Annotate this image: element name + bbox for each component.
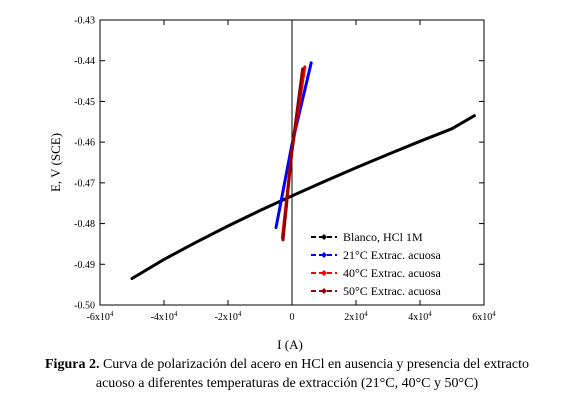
series-line-3 <box>281 67 305 242</box>
y-tick-label: -0.46 <box>74 138 95 149</box>
x-tick-label: 0 <box>290 312 295 323</box>
caption-prefix: Figura 2. <box>45 357 100 372</box>
caption-line-1: Figura 2. Curva de polarización del acer… <box>0 355 574 374</box>
legend-marker-0 <box>321 234 327 240</box>
x-tick-label: -4x104 <box>151 310 178 323</box>
x-tick-label: 4x104 <box>408 310 432 323</box>
legend-label-2: 40°C Extrac. acuosa <box>343 266 441 280</box>
series-line-0 <box>130 114 476 280</box>
x-axis-label: I (A) <box>277 337 303 352</box>
legend-label-0: Blanco, HCl 1M <box>343 230 423 244</box>
x-tick-label: -2x104 <box>215 310 242 323</box>
y-tick-label: -0.44 <box>74 56 95 67</box>
x-tick-label: 2x104 <box>344 310 368 323</box>
x-tick-label: -6x104 <box>87 310 114 323</box>
y-tick-label: -0.45 <box>74 97 95 108</box>
legend-marker-1 <box>321 252 327 258</box>
caption-text-1: Curva de polarización del acero en HCl e… <box>99 357 529 372</box>
legend-marker-3 <box>321 288 327 294</box>
figure-caption: Figura 2. Curva de polarización del acer… <box>0 355 574 393</box>
x-tick-label: 6x104 <box>472 310 496 323</box>
legend-label-1: 21°C Extrac. acuosa <box>343 248 441 262</box>
y-tick-label: -0.43 <box>74 16 95 27</box>
y-tick-label: -0.47 <box>74 178 95 189</box>
y-tick-label: -0.50 <box>74 301 95 312</box>
caption-line-2: acuoso a diferentes temperaturas de extr… <box>95 376 479 391</box>
legend-marker-2 <box>321 270 327 276</box>
y-axis-label: E, V (SCE) <box>48 133 63 192</box>
polarization-chart: -6x104 -4x104 -2x104 0 2x104 4x104 6x104 -0.50 -… <box>48 16 496 353</box>
legend-label-3: 50°C Extrac. acuosa <box>343 284 441 298</box>
y-tick-label: -0.48 <box>74 219 95 230</box>
y-tick-label: -0.49 <box>74 260 95 271</box>
